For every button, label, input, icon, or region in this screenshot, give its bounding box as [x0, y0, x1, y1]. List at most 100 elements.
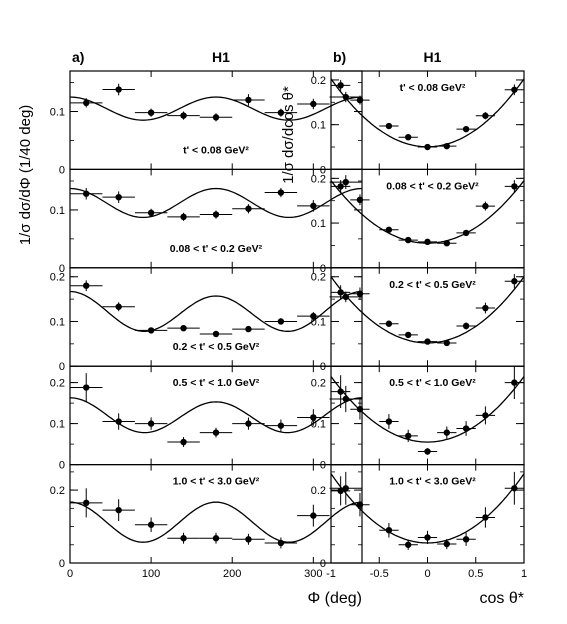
fit-curve	[330, 376, 525, 443]
x-tick-label: 0.5	[468, 568, 483, 580]
subpanel-2: 0 0.1 0.08 < t' < 0.2 GeV²	[50, 168, 363, 275]
x-tick-label: 0	[67, 568, 73, 580]
data-point	[212, 429, 220, 436]
data-point	[83, 282, 90, 289]
data-point	[356, 406, 364, 413]
data-point	[245, 536, 252, 543]
data-point	[277, 109, 285, 116]
data-point	[115, 418, 122, 425]
data-point	[245, 420, 252, 427]
data-point	[443, 142, 450, 150]
data-point	[511, 86, 518, 93]
data-point	[180, 438, 187, 446]
data-point	[83, 499, 90, 507]
data-point	[385, 226, 393, 233]
x-tick-label: -1	[326, 568, 336, 580]
x-axis-label: cos θ*	[480, 590, 524, 607]
data-point	[424, 143, 431, 151]
data-point	[147, 327, 155, 334]
fit-curve	[69, 501, 363, 543]
bin-label: 0.2 < t' < 0.5 GeV²	[389, 279, 476, 291]
y-tick-label: 0.1	[50, 316, 65, 328]
data-point	[180, 324, 187, 332]
data-point	[337, 289, 344, 296]
data-point	[147, 420, 155, 427]
experiment-label: H1	[424, 49, 442, 65]
data-point	[147, 109, 155, 116]
data-point	[482, 412, 489, 419]
data-point	[277, 422, 285, 429]
data-point	[405, 541, 412, 548]
x-tick-label: 200	[223, 568, 241, 580]
y-tick-label: 0.1	[311, 218, 326, 230]
data-point	[443, 429, 450, 436]
data-point	[511, 278, 518, 285]
bin-label: 0.5 < t' < 1.0 GeV²	[389, 377, 476, 389]
subpanel-1: 0 0.1 0.2 t' < 0.08 GeV²	[311, 70, 525, 176]
y-tick-label: 0	[59, 361, 65, 373]
x-tick-label: 1	[521, 568, 527, 580]
data-point	[385, 527, 393, 534]
data-point	[405, 236, 412, 244]
y-tick-label: 0.1	[311, 316, 326, 328]
data-point	[310, 312, 317, 320]
y-tick-label: 0	[320, 558, 326, 570]
fit-curve	[69, 290, 363, 332]
bin-label: 1.0 < t' < 3.0 GeV²	[389, 476, 476, 488]
data-point	[482, 514, 489, 521]
bin-label: 0.2 < t' < 0.5 GeV²	[173, 341, 260, 353]
data-point	[180, 535, 187, 542]
x-axis-label: Φ (deg)	[307, 590, 362, 607]
data-point	[310, 414, 317, 421]
data-point	[405, 432, 412, 440]
y-tick-label: 0.1	[50, 205, 65, 217]
data-point	[342, 485, 349, 492]
panel-letter: b)	[333, 49, 346, 65]
data-point	[337, 82, 344, 89]
data-point	[245, 96, 252, 104]
y-tick-label: 0	[59, 263, 65, 275]
y-tick-label: 0	[320, 460, 326, 472]
data-point	[212, 330, 220, 338]
y-tick-label: 0.1	[50, 107, 65, 119]
y-tick-label: 0.2	[50, 272, 65, 284]
subpanel-3: 0 0.1 0.2 0.2 < t' < 0.5 GeV²	[311, 267, 525, 373]
data-point	[180, 213, 187, 221]
y-tick-label: 0.2	[50, 485, 65, 497]
data-point	[356, 290, 364, 297]
data-point	[462, 425, 470, 432]
data-point	[424, 534, 431, 541]
data-point	[115, 193, 122, 201]
x-tick-label: 300	[304, 568, 322, 580]
x-tick-label: 0	[424, 568, 430, 580]
data-point	[511, 379, 518, 386]
data-point	[443, 240, 450, 247]
data-point	[462, 125, 470, 133]
data-point	[212, 535, 220, 542]
data-point	[482, 304, 489, 312]
bin-label: t' < 0.08 GeV²	[400, 82, 466, 94]
bin-label: 0.5 < t' < 1.0 GeV²	[173, 377, 260, 389]
y-tick-label: 0	[59, 164, 65, 176]
y-tick-label: 0.2	[50, 378, 65, 390]
y-axis-label: 1/σ dσ/dΦ (1/40 deg)	[17, 105, 34, 246]
data-point	[424, 338, 431, 345]
data-point	[83, 384, 90, 391]
y-tick-label: 0	[320, 164, 326, 176]
data-point	[424, 238, 431, 246]
data-point	[337, 388, 344, 395]
data-point	[342, 178, 349, 186]
y-tick-label: 0.2	[311, 75, 326, 87]
data-point	[342, 293, 349, 301]
bin-label: 0.08 < t' < 0.2 GeV²	[386, 180, 479, 192]
y-tick-label: 0.2	[311, 378, 326, 390]
y-tick-label: 0	[59, 558, 65, 570]
y-tick-label: 0	[320, 263, 326, 275]
subpanel-2: 0 0.1 0.2 0.08 < t' < 0.2 GeV²	[311, 168, 525, 275]
data-point	[212, 114, 220, 121]
data-point	[462, 322, 470, 330]
data-point	[310, 100, 317, 108]
data-point	[443, 540, 450, 548]
data-point	[356, 96, 364, 104]
